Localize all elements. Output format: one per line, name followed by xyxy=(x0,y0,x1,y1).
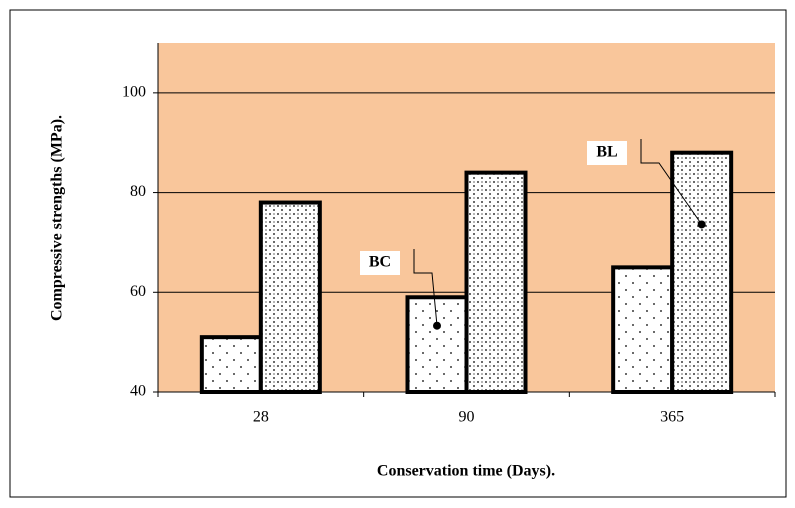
x-tick-label: 365 xyxy=(660,409,684,426)
bar xyxy=(464,170,528,394)
leader-line xyxy=(640,139,703,225)
x-tick-label: 90 xyxy=(459,409,475,426)
bar xyxy=(670,150,734,394)
x-axis-title: Conservation time (Days). xyxy=(377,463,555,480)
bar xyxy=(199,335,263,394)
y-tick-label: 100 xyxy=(122,84,146,101)
label-box xyxy=(587,141,627,165)
series-label: BL xyxy=(596,144,617,161)
bar xyxy=(611,265,675,395)
x-tick-label: 28 xyxy=(253,409,269,426)
y-tick-label: 80 xyxy=(130,183,146,200)
bar xyxy=(258,200,322,394)
y-axis-title: Compressive strengths (MPa). xyxy=(49,115,66,321)
y-tick-label: 40 xyxy=(130,383,146,400)
leader-dot xyxy=(433,321,441,330)
y-tick-label: 60 xyxy=(130,283,146,300)
label-box xyxy=(360,251,400,275)
series-label: BC xyxy=(369,254,391,271)
bar xyxy=(405,295,469,394)
leader-dot xyxy=(697,220,706,229)
leader-line xyxy=(413,249,438,326)
